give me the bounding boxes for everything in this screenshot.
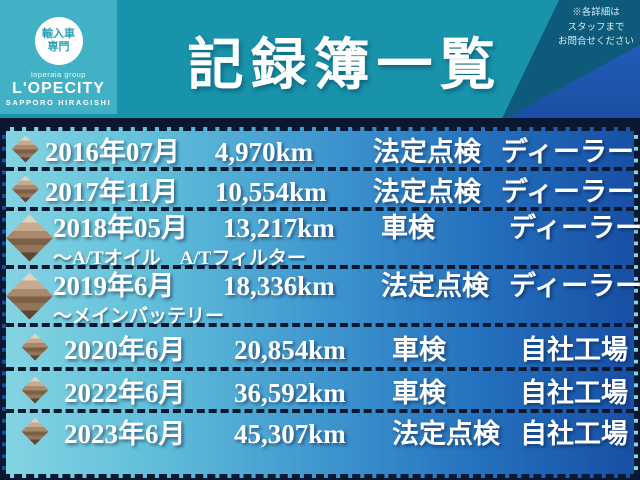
record-inspection-type: 車検 (392, 377, 446, 408)
record-mileage: 20,854km (234, 334, 346, 365)
record-shop: ディーラー (509, 271, 640, 301)
record-date: 2022年6月 (64, 377, 186, 408)
diamond-icon (6, 214, 53, 262)
record-inspection-type: 法定点検 (372, 176, 481, 207)
staff-notice-line3: お問合せください (557, 36, 634, 48)
record-shop: 自社工場 (520, 334, 628, 365)
record-mileage: 10,554km (214, 176, 327, 207)
record-inspection-type: 法定点検 (372, 136, 481, 167)
record-mileage: 18,336km (223, 271, 335, 301)
header: 輸入車 専門 loperaia group L'OPECITY SAPPORO … (0, 0, 640, 118)
bullet-column (6, 418, 64, 445)
record-shop: ディーラー (500, 136, 634, 167)
dealer-logo-panel: 輸入車 専門 loperaia group L'OPECITY SAPPORO … (0, 0, 117, 114)
badge-text-line2: 専門 (47, 41, 70, 53)
badge-text-line1: 輸入車 (42, 27, 75, 40)
record-inspection-type: 車検 (392, 334, 446, 365)
header-divider-band (0, 118, 640, 127)
record-inspection-type: 法定点検 (392, 419, 500, 449)
record-shop: ディーラー (509, 213, 640, 243)
record-mileage: 36,592km (234, 377, 346, 408)
page-title: 記録簿一覧 (187, 35, 503, 97)
record-mileage: 45,307km (234, 419, 346, 449)
record-shop: 自社工場 (520, 377, 628, 408)
logo-group-name: loperaia group (31, 70, 86, 79)
import-car-badge: 輸入車 専門 (34, 17, 83, 65)
diamond-icon (21, 333, 49, 361)
bullet-column (6, 376, 64, 404)
record-date: 2016年07月 (44, 136, 180, 167)
bullet-column (6, 214, 53, 262)
record-row-2022: 2022年6月 36,592km 車検 自社工場 (6, 371, 634, 413)
diamond-icon (11, 175, 39, 203)
record-row-2018: 2018年05月 13,217km 車検 ディーラー ～A/Tオイル A/Tフィ… (6, 211, 640, 269)
diamond-icon (21, 376, 49, 404)
record-date: 2020年6月 (64, 334, 186, 365)
logo-brand-name: L'OPECITY (12, 80, 105, 97)
record-mileage: 13,217km (223, 213, 335, 243)
record-row-2017: 2017年11月 10,554km 法定点検 ディーラー (6, 171, 634, 211)
diamond-icon (6, 272, 53, 320)
record-inspection-type: 車検 (381, 213, 435, 243)
record-shop: ディーラー (500, 176, 634, 207)
logo-location: SAPPORO HIRAGISHI (5, 98, 112, 108)
staff-notice: ※各詳細は スタッフまで お問合せください (558, 6, 634, 50)
record-list: 2016年07月 4,970km 法定点検 ディーラー 2017年11月 10,… (2, 127, 640, 478)
record-note: ～A/Tオイル A/Tフィルター (53, 248, 306, 269)
record-date: 2023年6月 (64, 419, 186, 449)
record-note: ～メインバッテリー (53, 306, 225, 327)
bullet-column (6, 135, 45, 163)
record-date: 2018年05月 (53, 213, 188, 243)
record-row-2019: 2019年6月 18,336km 法定点検 ディーラー ～メインバッテリー (6, 269, 640, 327)
staff-notice-line2: スタッフまで (567, 21, 625, 33)
record-date: 2019年6月 (53, 271, 175, 301)
bullet-column (6, 175, 45, 203)
record-inspection-type: 法定点検 (381, 271, 489, 301)
staff-notice-line1: ※各詳細は (572, 7, 620, 18)
diamond-icon (11, 135, 39, 163)
record-row-2020: 2020年6月 20,854km 車検 自社工場 (6, 327, 634, 371)
bullet-column (6, 272, 53, 320)
record-mileage: 4,970km (214, 136, 314, 167)
record-shop: 自社工場 (520, 419, 628, 449)
bullet-column (6, 333, 64, 361)
record-row-2016: 2016年07月 4,970km 法定点検 ディーラー (6, 131, 634, 171)
record-list-frame: 2016年07月 4,970km 法定点検 ディーラー 2017年11月 10,… (0, 127, 640, 480)
record-row-2023: 2023年6月 45,307km 法定点検 自社工場 (6, 413, 634, 450)
record-date: 2017年11月 (44, 176, 179, 207)
diamond-icon (21, 418, 49, 445)
